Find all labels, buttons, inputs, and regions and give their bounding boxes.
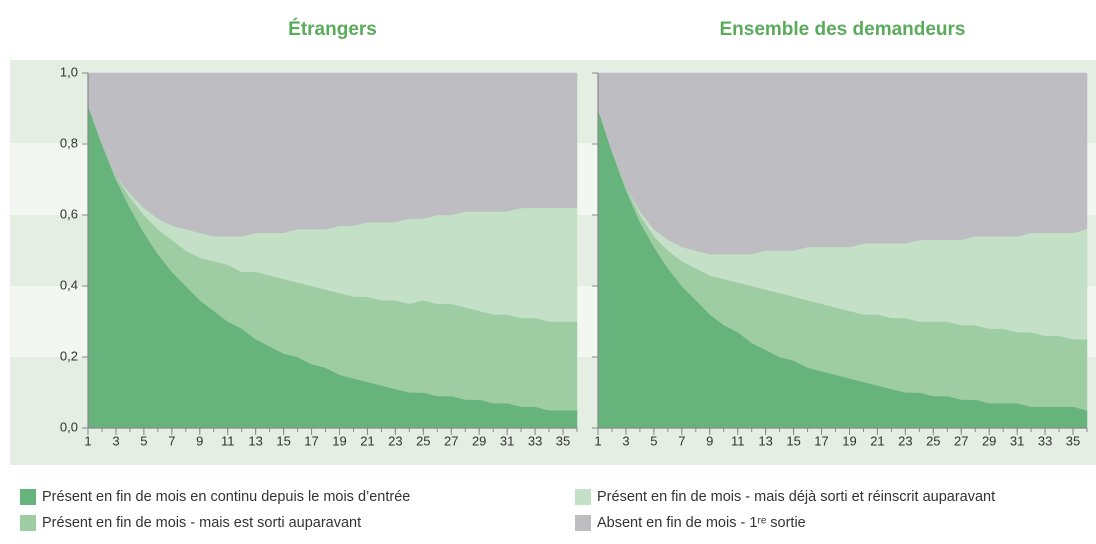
x-tick-label: 29 bbox=[982, 433, 996, 448]
x-tick-label: 23 bbox=[388, 433, 402, 448]
x-tick-label: 17 bbox=[304, 433, 318, 448]
area bbox=[87, 72, 578, 237]
x-tick-label: 25 bbox=[926, 433, 940, 448]
x-tick-label: 11 bbox=[731, 433, 745, 448]
y-tick-label: 0,6 bbox=[60, 206, 78, 221]
x-tick-label: 1 bbox=[84, 433, 91, 448]
y-tick-label: 0,2 bbox=[60, 348, 78, 363]
legend-label: Présent en fin de mois - mais est sorti … bbox=[42, 515, 361, 531]
y-tick-label: 0,8 bbox=[60, 135, 78, 150]
x-tick-label: 1 bbox=[594, 433, 601, 448]
x-tick-label: 7 bbox=[168, 433, 175, 448]
x-tick-label: 27 bbox=[444, 433, 458, 448]
x-tick-label: 15 bbox=[786, 433, 800, 448]
x-tick-label: 35 bbox=[556, 433, 570, 448]
legend-label: Absent en fin de mois - 1ʳᵉ sortie bbox=[597, 515, 806, 531]
x-tick-label: 9 bbox=[196, 433, 203, 448]
chart-title: Ensemble des demandeurs bbox=[719, 19, 965, 40]
x-tick-label: 3 bbox=[112, 433, 119, 448]
x-tick-label: 17 bbox=[814, 433, 828, 448]
x-tick-label: 9 bbox=[706, 433, 713, 448]
legend-label: Présent en fin de mois - mais déjà sorti… bbox=[597, 489, 995, 505]
y-tick-label: 0,4 bbox=[60, 277, 78, 292]
x-tick-label: 7 bbox=[678, 433, 685, 448]
y-tick-label: 0,0 bbox=[60, 419, 78, 434]
x-tick-label: 31 bbox=[500, 433, 514, 448]
x-tick-label: 19 bbox=[332, 433, 346, 448]
legend-label: Présent en fin de mois en continu depuis… bbox=[42, 489, 410, 505]
y-tick-label: 1,0 bbox=[60, 64, 78, 79]
x-tick-label: 15 bbox=[276, 433, 290, 448]
chart-title: Étrangers bbox=[288, 18, 377, 40]
legend-swatch bbox=[575, 515, 591, 531]
x-tick-label: 33 bbox=[528, 433, 542, 448]
x-tick-label: 3 bbox=[622, 433, 629, 448]
x-tick-label: 5 bbox=[650, 433, 657, 448]
legend-swatch bbox=[20, 515, 36, 531]
area bbox=[597, 72, 1088, 255]
x-tick-label: 5 bbox=[140, 433, 147, 448]
x-tick-label: 33 bbox=[1038, 433, 1052, 448]
x-tick-label: 19 bbox=[842, 433, 856, 448]
legend-swatch bbox=[20, 489, 36, 505]
x-tick-label: 23 bbox=[898, 433, 912, 448]
x-tick-label: 27 bbox=[954, 433, 968, 448]
x-tick-label: 13 bbox=[758, 433, 772, 448]
x-tick-label: 21 bbox=[360, 433, 374, 448]
x-tick-label: 31 bbox=[1010, 433, 1024, 448]
x-tick-label: 21 bbox=[870, 433, 884, 448]
x-tick-label: 25 bbox=[416, 433, 430, 448]
x-tick-label: 13 bbox=[248, 433, 262, 448]
x-tick-label: 29 bbox=[472, 433, 486, 448]
legend-swatch bbox=[575, 489, 591, 505]
x-tick-label: 35 bbox=[1066, 433, 1080, 448]
x-tick-label: 11 bbox=[221, 433, 235, 448]
